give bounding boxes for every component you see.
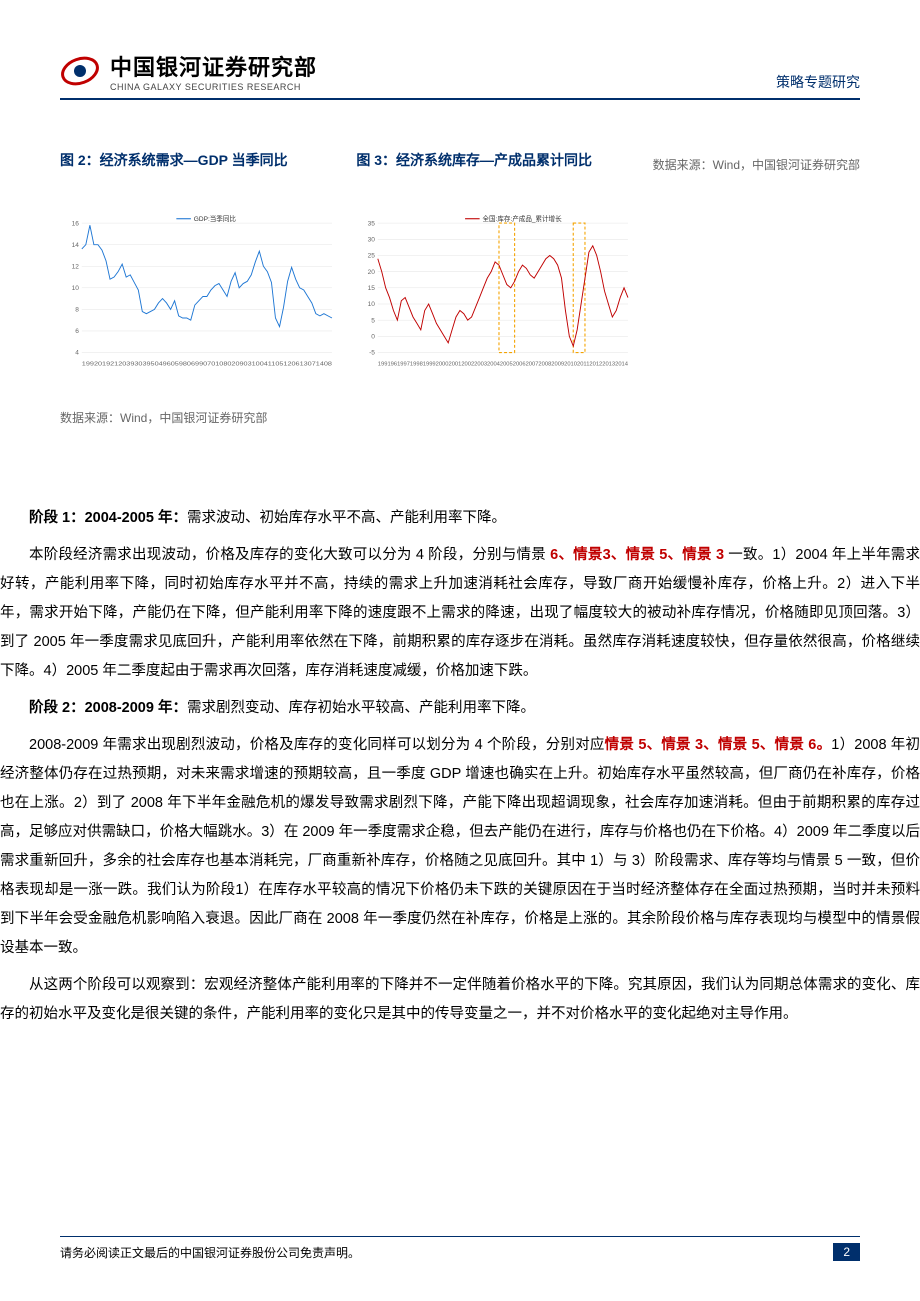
chart-inventory-canvas: -5 0 5 10 15 20 25 30 35 全国:库存:产成品_累计增长 1991961997…: [356, 180, 632, 400]
chart-title: 图 2：经济系统需求—GDP 当季同比: [60, 150, 336, 170]
chart-inventory: 图 3：经济系统库存—产成品累计同比 -5 0 5 10 15 20 25 30 35 全国:库存…: [356, 150, 632, 426]
chart-gdp-canvas: 4 6 8 10 12 14 16 GDP:当季同比 199201921203930395049…: [60, 180, 336, 400]
chart-title: 图 3：经济系统库存—产成品累计同比: [356, 150, 632, 170]
svg-text:15: 15: [368, 285, 376, 292]
svg-text:199201921203930395049605980699: 1992019212039303950496059806990701080209…: [82, 362, 332, 368]
svg-text:5: 5: [372, 317, 376, 324]
svg-text:全国:库存:产成品_累计增长: 全国:库存:产成品_累计增长: [483, 214, 563, 223]
svg-text:25: 25: [368, 253, 376, 260]
svg-text:30: 30: [368, 236, 376, 243]
body-text: 阶段 1：2004-2005 年：需求波动、初始库存水平不高、产能利用率下降。 …: [0, 504, 920, 1029]
svg-text:20: 20: [368, 269, 376, 276]
svg-text:10: 10: [72, 285, 80, 292]
svg-text:16: 16: [72, 220, 80, 227]
svg-text:GDP:当季同比: GDP:当季同比: [194, 214, 237, 223]
page-number: 2: [833, 1243, 860, 1261]
chart-source: 数据来源：Wind，中国银河证券研究部: [60, 409, 336, 426]
svg-text:14: 14: [72, 242, 80, 249]
svg-text:4: 4: [75, 350, 79, 357]
stage1-heading: 阶段 1：2004-2005 年：需求波动、初始库存水平不高、产能利用率下降。: [0, 504, 920, 533]
svg-text:12: 12: [72, 263, 80, 270]
svg-text:6: 6: [75, 328, 79, 335]
svg-text:199196199719981999200020012002: 1991961997199819992000200120022003200420…: [378, 362, 628, 368]
logo-title-zh: 中国银河证券研究部: [110, 50, 317, 82]
svg-text:8: 8: [75, 307, 79, 314]
chart-source: 数据来源：Wind，中国银河证券研究部: [653, 156, 860, 426]
header-category: 策略专题研究: [776, 72, 860, 92]
svg-text:35: 35: [368, 220, 376, 227]
stage2-heading: 阶段 2：2008-2009 年：需求剧烈变动、库存初始水平较高、产能利用率下降…: [0, 694, 920, 723]
paragraph: 从这两个阶段可以观察到：宏观经济整体产能利用率的下降并不一定伴随着价格水平的下降…: [0, 971, 920, 1029]
svg-text:0: 0: [372, 334, 376, 341]
paragraph: 本阶段经济需求出现波动，价格及库存的变化大致可以分为 4 阶段，分别与情景 6、…: [0, 541, 920, 686]
disclaimer: 请务必阅读正文最后的中国银河证券股份公司免责声明。: [60, 1244, 360, 1261]
page-footer: 请务必阅读正文最后的中国银河证券股份公司免责声明。 2: [60, 1236, 860, 1261]
svg-text:10: 10: [368, 301, 376, 308]
logo-title-en: CHINA GALAXY SECURITIES RESEARCH: [110, 82, 317, 92]
logo: 中国银河证券研究部 CHINA GALAXY SECURITIES RESEAR…: [60, 50, 317, 92]
logo-icon: [60, 51, 100, 91]
paragraph: 2008-2009 年需求出现剧烈波动，价格及库存的变化同样可以划分为 4 个阶…: [0, 731, 920, 963]
page-header: 中国银河证券研究部 CHINA GALAXY SECURITIES RESEAR…: [60, 50, 860, 100]
chart-gdp: 图 2：经济系统需求—GDP 当季同比 4 6 8 10 12 14 16 GDP:当季同比 1…: [60, 150, 336, 426]
svg-text:-5: -5: [369, 350, 375, 357]
